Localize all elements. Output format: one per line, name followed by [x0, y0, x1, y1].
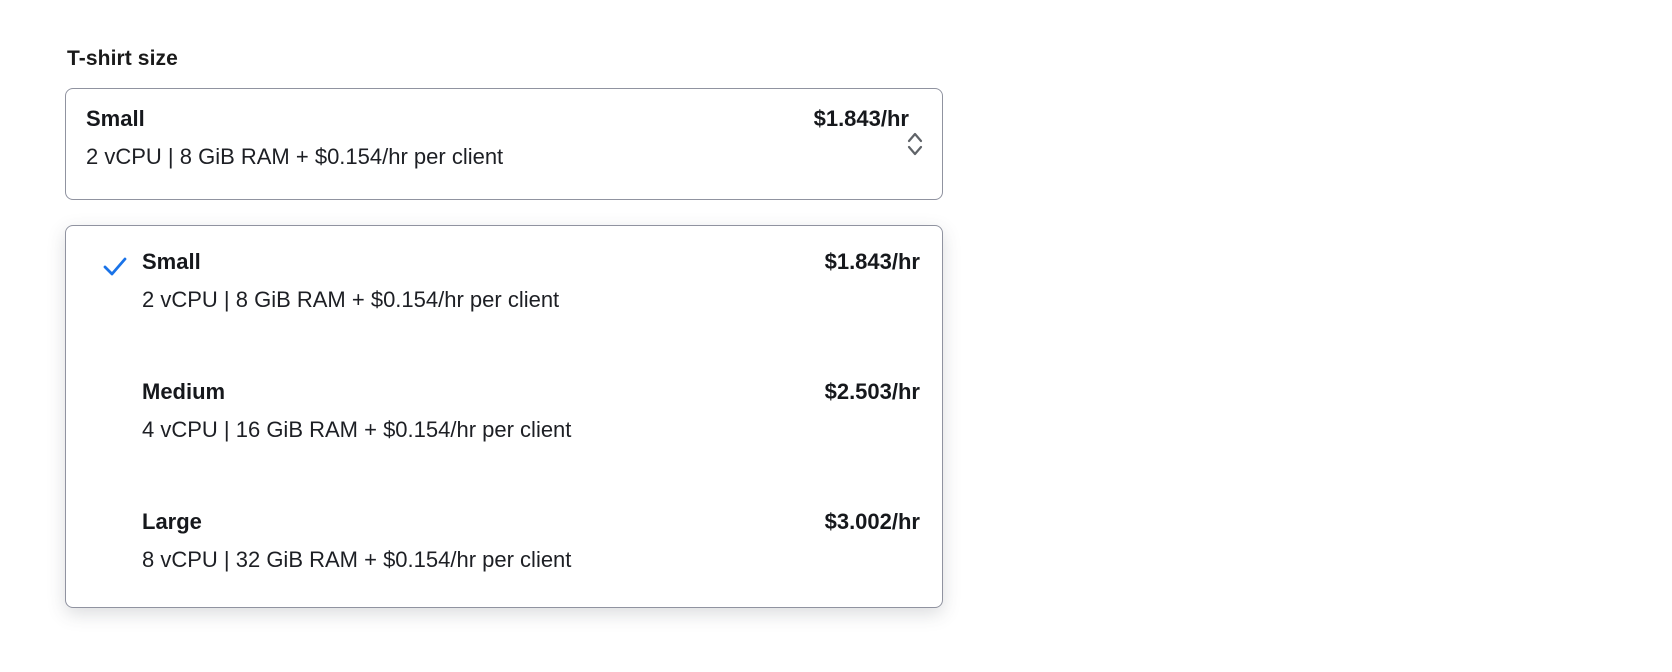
option-price: $1.843/hr [824, 249, 920, 274]
tshirt-size-select-trigger[interactable]: Small $1.843/hr 2 vCPU | 8 GiB RAM + $0.… [65, 88, 943, 200]
option-title-row: Medium $2.503/hr [142, 378, 920, 406]
chevron-up-down-icon[interactable] [904, 129, 926, 159]
listbox-option-medium[interactable]: Medium $2.503/hr 4 vCPU | 16 GiB RAM + $… [66, 378, 942, 508]
option-description: 8 vCPU | 32 GiB RAM + $0.154/hr per clie… [142, 547, 572, 572]
trigger-selected-description: 2 vCPU | 8 GiB RAM + $0.154/hr per clien… [86, 144, 504, 169]
option-price: $3.002/hr [824, 509, 920, 534]
tshirt-size-field: T-shirt size Small $1.843/hr 2 vCPU | 8 … [65, 46, 945, 200]
trigger-selected-title: Small [86, 106, 145, 131]
option-title: Medium [142, 379, 226, 404]
field-label: T-shirt size [67, 47, 178, 70]
option-title: Large [142, 509, 202, 534]
check-icon [102, 254, 128, 280]
option-price: $2.503/hr [824, 379, 920, 404]
trigger-title-row: Small $1.843/hr [86, 105, 909, 133]
option-description: 2 vCPU | 8 GiB RAM + $0.154/hr per clien… [142, 287, 560, 312]
trigger-selected-price: $1.843/hr [813, 106, 909, 131]
listbox-option-large[interactable]: Large $3.002/hr 8 vCPU | 32 GiB RAM + $0… [66, 508, 942, 638]
option-title-row: Small $1.843/hr [142, 248, 920, 276]
option-title-row: Large $3.002/hr [142, 508, 920, 536]
option-description: 4 vCPU | 16 GiB RAM + $0.154/hr per clie… [142, 417, 572, 442]
tshirt-size-listbox[interactable]: Small $1.843/hr 2 vCPU | 8 GiB RAM + $0.… [65, 225, 943, 608]
listbox-option-small[interactable]: Small $1.843/hr 2 vCPU | 8 GiB RAM + $0.… [66, 248, 942, 378]
option-title: Small [142, 249, 201, 274]
